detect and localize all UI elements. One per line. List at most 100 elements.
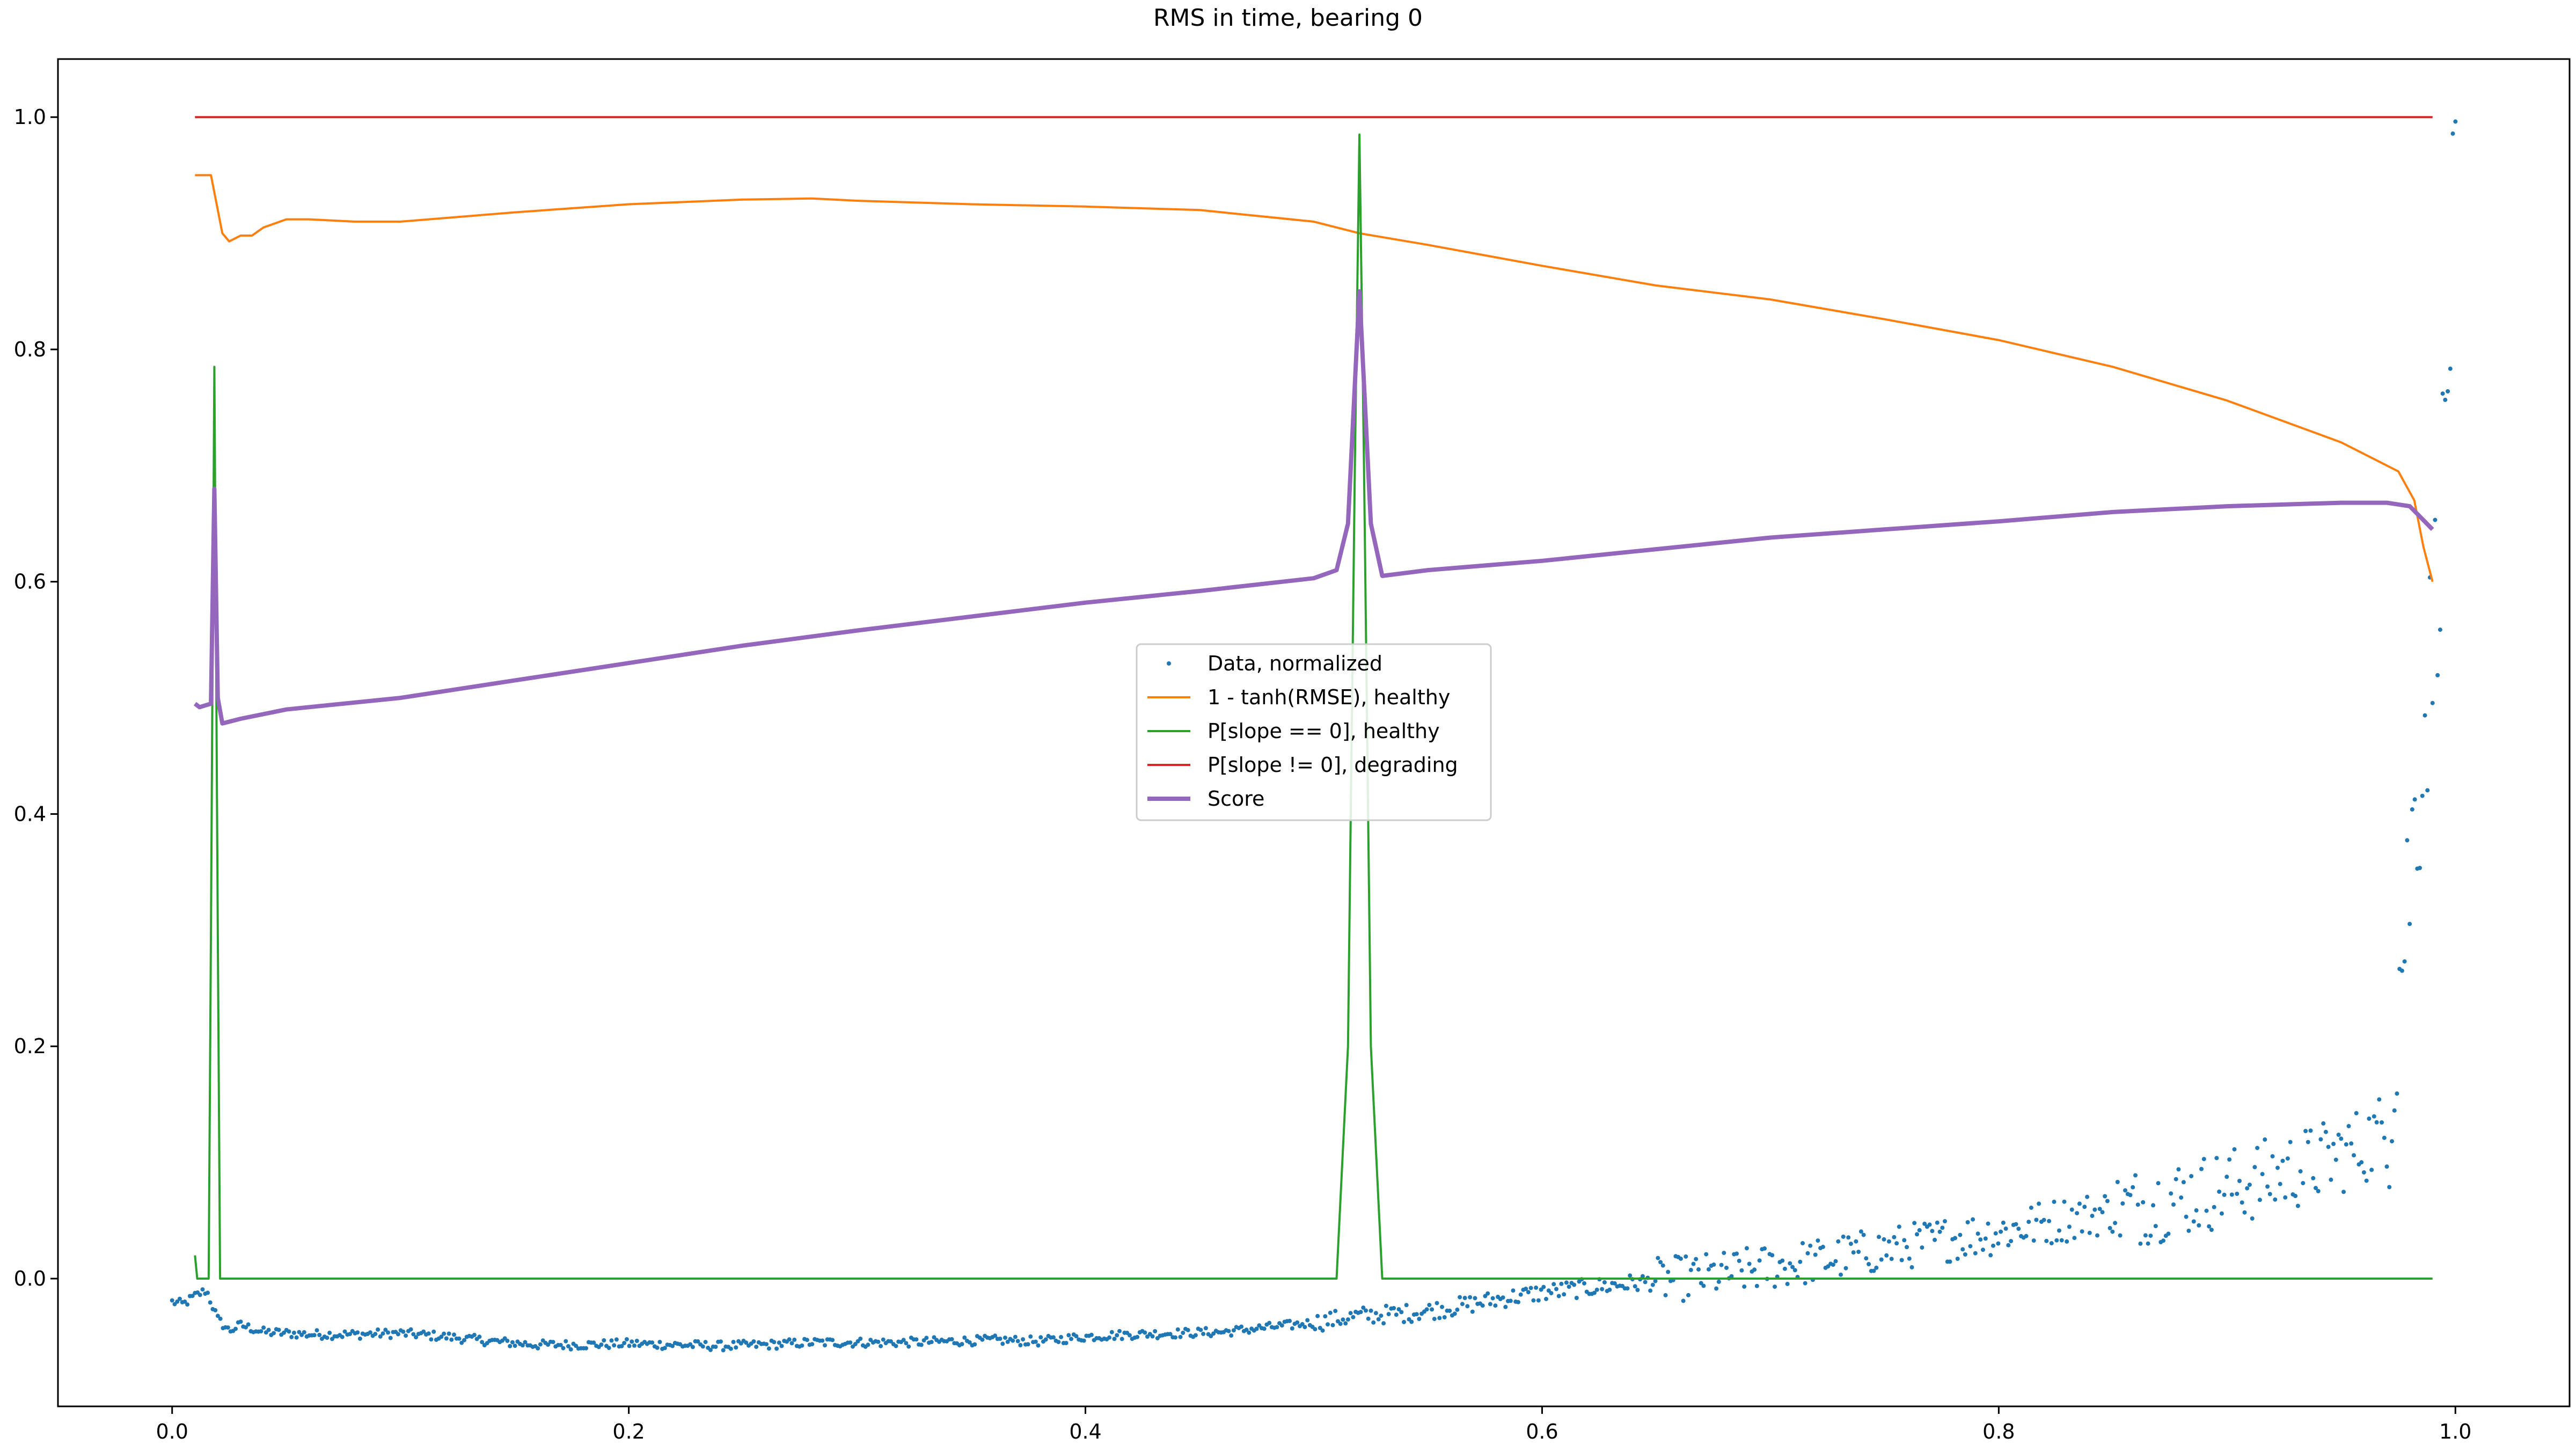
data-point bbox=[2174, 1177, 2178, 1181]
data-point bbox=[2222, 1192, 2227, 1197]
data-point bbox=[2341, 1190, 2346, 1194]
data-point bbox=[299, 1332, 304, 1337]
data-point bbox=[789, 1341, 794, 1346]
data-point bbox=[2298, 1169, 2303, 1174]
data-point bbox=[719, 1339, 723, 1344]
data-point bbox=[1287, 1318, 1292, 1323]
data-point bbox=[2384, 1164, 2389, 1169]
data-point bbox=[2433, 517, 2438, 522]
data-point bbox=[380, 1331, 385, 1336]
data-point bbox=[1005, 1339, 1010, 1344]
data-point bbox=[1485, 1291, 1490, 1296]
data-point bbox=[2095, 1233, 2099, 1238]
data-point bbox=[800, 1343, 804, 1348]
data-point bbox=[2308, 1128, 2313, 1133]
data-point bbox=[1968, 1244, 1973, 1249]
data-point bbox=[993, 1333, 998, 1338]
data-point bbox=[376, 1327, 380, 1332]
data-point bbox=[574, 1344, 579, 1348]
data-point bbox=[2110, 1229, 2115, 1234]
data-point bbox=[1562, 1292, 1567, 1297]
data-point bbox=[754, 1345, 759, 1349]
data-point bbox=[2367, 1117, 2372, 1121]
data-point bbox=[1262, 1326, 1267, 1331]
data-point bbox=[2235, 1192, 2240, 1196]
data-point bbox=[297, 1330, 302, 1334]
data-point bbox=[721, 1348, 726, 1353]
data-point bbox=[810, 1342, 815, 1347]
legend-marker bbox=[1167, 661, 1171, 666]
data-point bbox=[2181, 1180, 2186, 1185]
data-point bbox=[655, 1345, 660, 1350]
data-point bbox=[584, 1346, 589, 1351]
data-point bbox=[1193, 1333, 1198, 1338]
series-line-1-tanh-rmse-healthy bbox=[195, 174, 2434, 582]
data-point bbox=[2176, 1167, 2181, 1172]
data-point bbox=[1313, 1327, 1318, 1332]
data-point bbox=[1348, 1311, 1353, 1316]
data-point bbox=[1572, 1282, 1577, 1287]
data-point bbox=[2067, 1224, 2072, 1229]
data-point bbox=[2242, 1210, 2247, 1215]
data-point bbox=[355, 1330, 360, 1335]
data-point bbox=[1948, 1259, 1952, 1264]
data-point bbox=[568, 1347, 573, 1352]
data-point bbox=[804, 1338, 809, 1342]
data-point bbox=[1625, 1286, 1630, 1291]
data-point bbox=[764, 1342, 769, 1347]
data-point bbox=[1927, 1222, 1932, 1227]
data-point bbox=[175, 1299, 180, 1304]
legend-item: P[slope == 0], healthy bbox=[1147, 719, 1440, 743]
data-point bbox=[889, 1339, 893, 1344]
data-point bbox=[1650, 1282, 1655, 1287]
data-point bbox=[1396, 1307, 1401, 1312]
data-point bbox=[1185, 1327, 1190, 1332]
data-point bbox=[700, 1344, 705, 1349]
data-point bbox=[1981, 1247, 1985, 1252]
data-point bbox=[1943, 1219, 1947, 1224]
data-point bbox=[1963, 1252, 1967, 1257]
data-point bbox=[1386, 1312, 1391, 1317]
data-point bbox=[1127, 1333, 1132, 1338]
data-point bbox=[1706, 1267, 1711, 1272]
data-point bbox=[1330, 1323, 1335, 1327]
data-point bbox=[2052, 1199, 2057, 1204]
data-point bbox=[2113, 1221, 2118, 1225]
data-point bbox=[1074, 1334, 1079, 1339]
data-point bbox=[881, 1337, 885, 1342]
data-point bbox=[1490, 1296, 1495, 1301]
data-point bbox=[2128, 1193, 2133, 1198]
data-point bbox=[2306, 1140, 2310, 1144]
data-point bbox=[670, 1344, 675, 1348]
data-point bbox=[1922, 1221, 1927, 1226]
data-point bbox=[612, 1343, 617, 1348]
data-point bbox=[1267, 1320, 1272, 1325]
data-point bbox=[442, 1331, 447, 1336]
data-point bbox=[1333, 1309, 1338, 1314]
data-point bbox=[1201, 1332, 1206, 1336]
data-point bbox=[1345, 1317, 1350, 1322]
data-point bbox=[1364, 1308, 1368, 1313]
data-point bbox=[1358, 1310, 1363, 1315]
data-point bbox=[848, 1340, 853, 1345]
data-point bbox=[774, 1346, 779, 1351]
data-point bbox=[1770, 1253, 1775, 1258]
data-point bbox=[388, 1336, 393, 1340]
data-point bbox=[2194, 1208, 2199, 1213]
data-point bbox=[289, 1334, 294, 1339]
data-point bbox=[1526, 1290, 1531, 1295]
data-point bbox=[2148, 1234, 2153, 1238]
data-point bbox=[1376, 1317, 1381, 1322]
data-point bbox=[1803, 1281, 1807, 1286]
data-point bbox=[1846, 1235, 1851, 1240]
data-point bbox=[1059, 1334, 1064, 1339]
data-point bbox=[444, 1336, 449, 1341]
data-point bbox=[2003, 1226, 2008, 1231]
y-tick-label: 0.8 bbox=[14, 338, 46, 361]
data-point bbox=[2151, 1203, 2156, 1208]
data-point bbox=[2026, 1220, 2031, 1224]
data-point bbox=[960, 1342, 964, 1346]
data-point bbox=[1937, 1229, 1942, 1234]
data-point bbox=[1549, 1291, 1554, 1296]
y-tick-label: 1.0 bbox=[14, 105, 46, 129]
